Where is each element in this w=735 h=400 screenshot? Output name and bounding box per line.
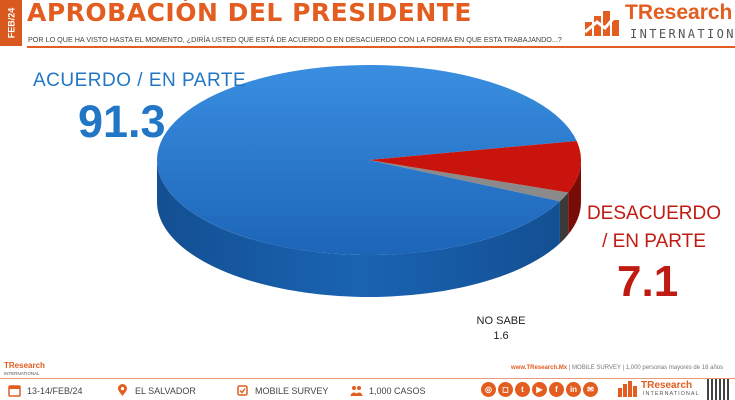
header-divider — [27, 46, 735, 48]
footer-method-text: MOBILE SURVEY — [255, 385, 329, 396]
calendar-icon — [8, 385, 21, 397]
footer-cases-text: 1,000 CASOS — [369, 385, 426, 396]
footer-location-text: EL SALVADOR — [135, 385, 196, 396]
pie-side-nosabe — [559, 192, 569, 244]
twitter-icon[interactable]: t — [515, 382, 530, 397]
pie-top — [156, 65, 581, 255]
footer-site-link[interactable]: www.TResearch.Mx — [511, 365, 568, 371]
slice-value-nosabe: 1.6 — [493, 330, 509, 342]
youtube-icon[interactable]: ▶ — [532, 382, 547, 397]
footer-logo-subtext: INTERNATIONAL — [4, 371, 40, 376]
footer-dates-text: 13-14/FEB/24 — [27, 385, 83, 396]
instagram-icon[interactable]: ◻ — [498, 382, 513, 397]
social-links: ◎ ◻ t ▶ f in ✉ — [481, 382, 598, 397]
mobile-icon — [237, 385, 248, 396]
qr-code[interactable] — [707, 379, 729, 400]
footer-divider — [0, 378, 735, 379]
footer-note: www.TResearch.Mx | MOBILE SURVEY | 1,000… — [511, 365, 723, 371]
website-icon[interactable]: ◎ — [481, 382, 496, 397]
footer-method: MOBILE SURVEY — [236, 384, 328, 397]
brand-logo-icon — [584, 8, 623, 36]
pie-side-desacuerdo — [568, 160, 581, 235]
facebook-icon[interactable]: f — [549, 382, 564, 397]
logo-text: TResearch — [625, 1, 733, 24]
date-tab: FEB/24 — [0, 0, 22, 46]
people-icon — [350, 386, 363, 396]
page-title: APROBACIÓN DEL PRESIDENTE — [27, 0, 472, 27]
survey-question: POR LO QUE HA VISTO HASTA EL MOMENTO, ¿D… — [28, 35, 562, 44]
footer-note-text: | MOBILE SURVEY | 1,000 personas mayores… — [568, 365, 724, 371]
pie-slice-desacuerdo — [369, 140, 581, 193]
slice-label-desacuerdo: DESACUERDO / EN PARTE — [586, 203, 722, 252]
footer-location: EL SALVADOR — [116, 384, 196, 397]
footer-logo-text: TResearch — [4, 361, 45, 370]
pie-slice-nosabe — [369, 160, 569, 202]
linkedin-icon[interactable]: in — [566, 382, 581, 397]
email-icon[interactable]: ✉ — [583, 382, 598, 397]
slice-label-nosabe: NO SABE 1.6 — [476, 314, 526, 344]
footer-brand-icon — [618, 381, 637, 397]
footer-cases: 1,000 CASOS — [350, 384, 426, 397]
pie-side-acuerdo — [157, 160, 560, 297]
slice-value-desacuerdo: 7.1 — [617, 257, 679, 306]
footer-logo: TResearch INTERNATIONAL — [4, 362, 45, 378]
pie-slice-acuerdo — [156, 65, 577, 255]
pie-sides — [157, 160, 581, 297]
slice-label-acuerdo: ACUERDO / EN PARTE — [33, 70, 247, 91]
footer-brand-text: TResearch — [641, 380, 693, 391]
logo-subtext: INTERNATIONAL — [630, 27, 735, 41]
location-pin-icon — [118, 384, 127, 396]
footer-dates: 13-14/FEB/24 — [8, 384, 83, 397]
slice-value-acuerdo: 91.3 — [78, 96, 166, 147]
footer-brand-subtext: INTERNATIONAL — [643, 391, 700, 397]
slice-label-nosabe-text: NO SABE — [476, 315, 526, 327]
